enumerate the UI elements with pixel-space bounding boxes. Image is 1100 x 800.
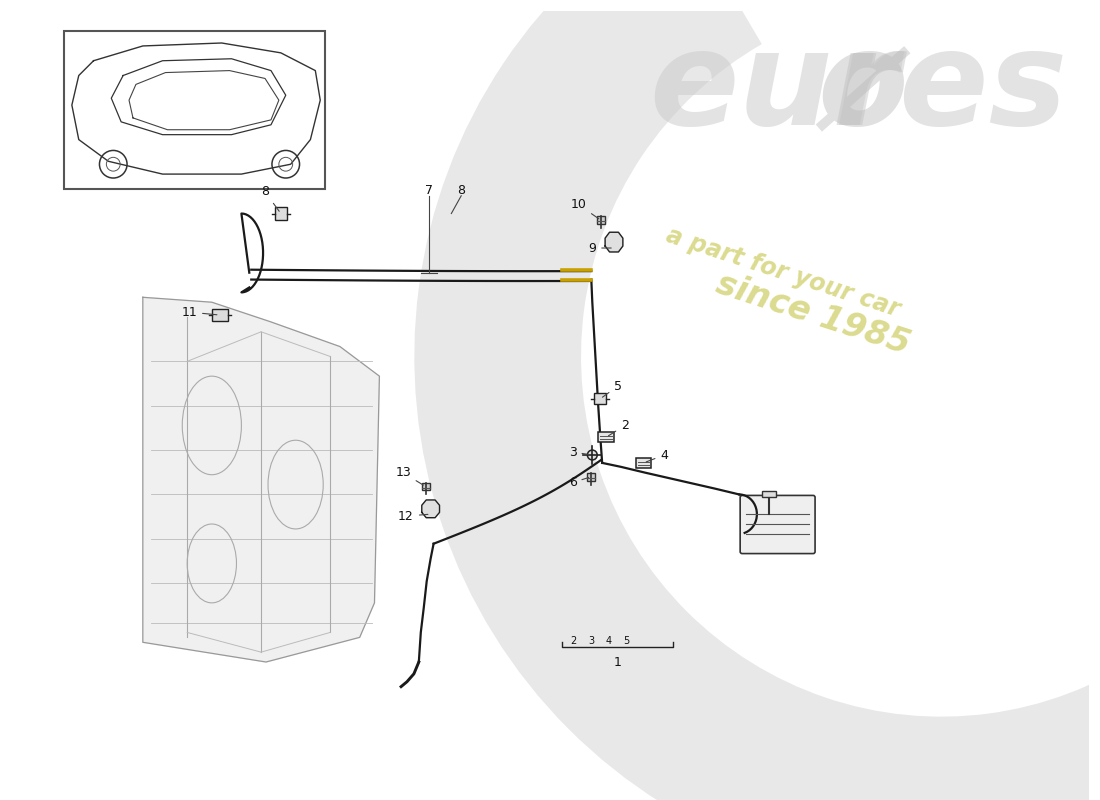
Text: 8: 8 bbox=[261, 186, 279, 211]
Text: since 1985: since 1985 bbox=[712, 268, 914, 362]
Circle shape bbox=[587, 450, 597, 460]
Text: ø: ø bbox=[817, 25, 907, 152]
Text: res: res bbox=[835, 25, 1068, 152]
Bar bbox=[597, 217, 605, 224]
Text: 11: 11 bbox=[182, 306, 217, 318]
Bar bbox=[64, 31, 326, 189]
Text: 4: 4 bbox=[646, 449, 668, 462]
Text: 5: 5 bbox=[603, 379, 622, 398]
Text: 7: 7 bbox=[425, 184, 432, 198]
Text: 6: 6 bbox=[569, 476, 589, 489]
Text: 13: 13 bbox=[395, 466, 424, 485]
Text: 10: 10 bbox=[571, 198, 598, 219]
Text: 3: 3 bbox=[588, 636, 594, 646]
Bar bbox=[587, 473, 595, 481]
Bar bbox=[275, 206, 287, 221]
Text: 3: 3 bbox=[569, 446, 590, 458]
Text: 8: 8 bbox=[458, 184, 465, 198]
Text: 12: 12 bbox=[398, 510, 428, 522]
Text: 9: 9 bbox=[588, 242, 612, 254]
Text: 2: 2 bbox=[608, 419, 629, 436]
Bar bbox=[421, 482, 430, 490]
Bar bbox=[636, 458, 651, 468]
Bar bbox=[598, 432, 614, 442]
Text: 2: 2 bbox=[571, 636, 576, 646]
Text: 5: 5 bbox=[624, 636, 630, 646]
Polygon shape bbox=[421, 500, 440, 518]
Bar bbox=[594, 394, 606, 404]
Bar bbox=[212, 309, 228, 322]
Polygon shape bbox=[143, 298, 380, 662]
Polygon shape bbox=[605, 232, 623, 252]
FancyBboxPatch shape bbox=[740, 495, 815, 554]
Text: a part for your car: a part for your car bbox=[663, 223, 903, 322]
Bar bbox=[762, 491, 776, 498]
Text: eur: eur bbox=[649, 25, 898, 152]
Text: 4: 4 bbox=[606, 636, 612, 646]
Text: 1: 1 bbox=[614, 657, 622, 670]
